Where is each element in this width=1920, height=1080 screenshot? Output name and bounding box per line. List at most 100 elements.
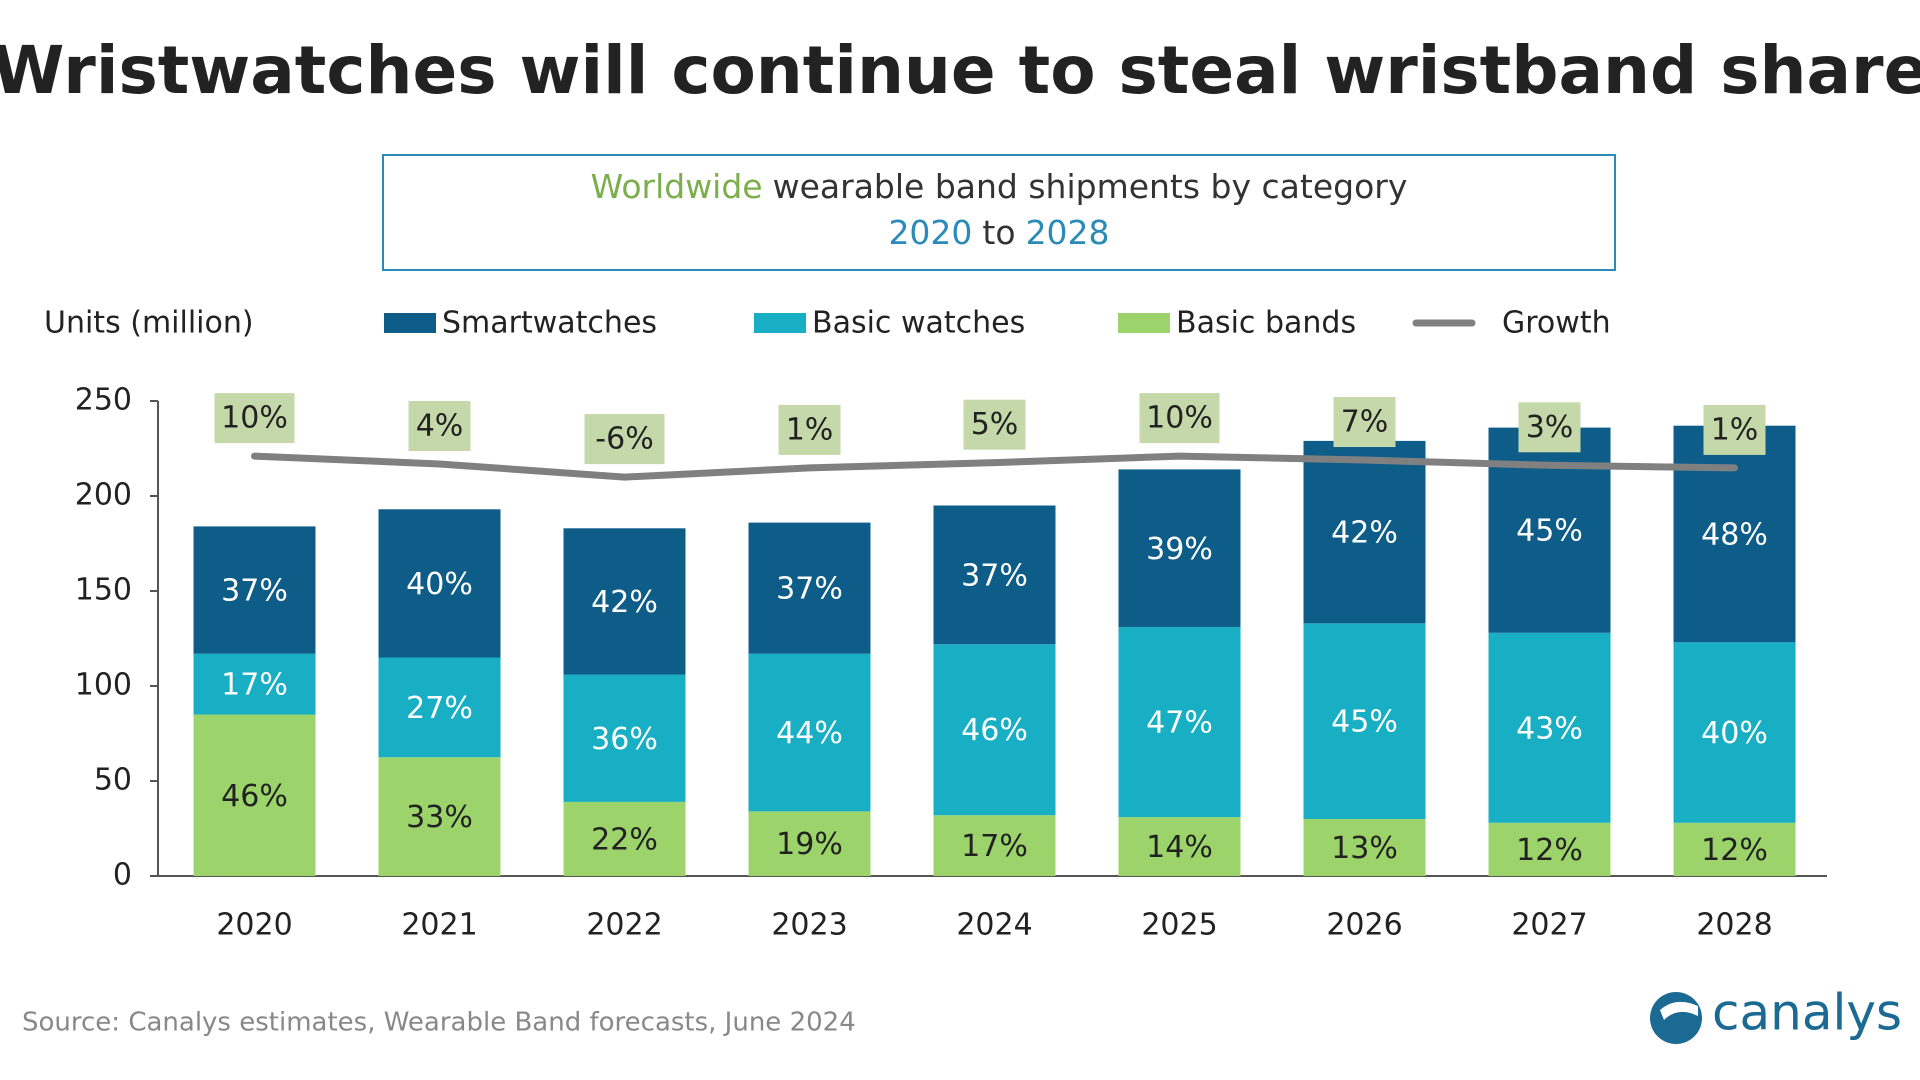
segment-label: 13% [1331, 831, 1398, 866]
growth-label: 4% [416, 408, 464, 443]
growth-label-box [1333, 397, 1396, 448]
x-tick-label: 2028 [1696, 908, 1772, 943]
segment-label: 37% [961, 558, 1028, 593]
subtitle-part: 2020 [888, 213, 972, 252]
bar-segment [1303, 440, 1426, 624]
bar-segment [193, 714, 316, 876]
subtitle-part: to [982, 213, 1015, 252]
growth-label: 7% [1341, 405, 1389, 440]
logo-icon [1660, 1001, 1698, 1020]
bar-segment [563, 801, 686, 876]
bar-segment [563, 674, 686, 802]
segment-label: 42% [591, 585, 658, 620]
bar-segment [933, 505, 1056, 645]
bar-segment [378, 657, 501, 758]
bar-segment [1488, 822, 1611, 876]
x-tick-label: 2021 [401, 908, 477, 943]
bar-segment [1673, 642, 1796, 823]
growth-line [251, 452, 1738, 481]
segment-label: 44% [776, 716, 843, 751]
brand-logo: canalys [1650, 984, 1902, 1044]
segment-label: 46% [221, 779, 288, 814]
segment-label: 17% [221, 668, 288, 703]
x-tick-label: 2026 [1326, 908, 1402, 943]
growth-label: 10% [221, 401, 288, 436]
segment-label: 42% [1331, 516, 1398, 551]
y-tick-label: 100 [75, 668, 132, 703]
growth-label-box [963, 399, 1026, 450]
growth-label: 3% [1526, 410, 1574, 445]
growth-label: 1% [786, 412, 834, 447]
segment-label: 27% [406, 691, 473, 726]
segment-label: 17% [961, 829, 1028, 864]
x-tick-label: 2024 [956, 908, 1032, 943]
bar-segment [748, 653, 871, 812]
growth-label-box [584, 414, 665, 465]
growth-label-box [1703, 404, 1766, 455]
subtitle-box [382, 154, 1616, 271]
subtitle-part: 2028 [1026, 213, 1110, 252]
segment-label: 45% [1516, 514, 1583, 549]
segment-label: 22% [591, 822, 658, 857]
growth-label-box [1139, 393, 1220, 444]
legend-label: Growth [1502, 306, 1611, 341]
bar-segment [1303, 623, 1426, 819]
bar-segment [748, 522, 871, 654]
segment-label: 43% [1516, 711, 1583, 746]
segment-label: 45% [1331, 705, 1398, 740]
bar-segment [563, 528, 686, 675]
bar-segment [1118, 817, 1241, 876]
legend-swatch [384, 313, 436, 333]
legend-swatch [754, 313, 806, 333]
bar-segment [378, 509, 501, 658]
chart-title: Wristwatches will continue to steal wris… [0, 32, 1920, 109]
legend-label: Basic watches [812, 306, 1025, 341]
segment-label: 37% [776, 572, 843, 607]
bar-segment [748, 811, 871, 876]
y-tick-label: 250 [75, 383, 132, 418]
y-tick-label: 50 [94, 763, 132, 798]
x-tick-label: 2027 [1511, 908, 1587, 943]
subtitle: 2020 to 2028 [888, 213, 1109, 252]
growth-label: 5% [971, 407, 1019, 442]
bar-segment [1118, 627, 1241, 818]
segment-label: 12% [1701, 833, 1768, 868]
growth-label-box [408, 400, 471, 451]
bar-segment [1118, 469, 1241, 628]
subtitle: Worldwide wearable band shipments by cate… [591, 167, 1408, 206]
legend-label: Basic bands [1176, 306, 1356, 341]
bar-segment [1673, 425, 1796, 643]
bar-segment [193, 526, 316, 654]
bar-segment [933, 644, 1056, 816]
subtitle-part: wearable band shipments by category [773, 167, 1408, 206]
bar-segment [378, 757, 501, 876]
growth-label: 10% [1146, 401, 1213, 436]
y-axis-label: Units (million) [44, 306, 254, 341]
growth-label: 1% [1711, 412, 1759, 447]
logo-icon [1650, 992, 1702, 1044]
segment-label: 39% [1146, 532, 1213, 567]
x-tick-label: 2025 [1141, 908, 1217, 943]
y-tick-label: 150 [75, 573, 132, 608]
x-tick-label: 2020 [216, 908, 292, 943]
bar-segment [193, 653, 316, 715]
segment-label: 46% [961, 713, 1028, 748]
segment-label: 40% [406, 567, 473, 602]
source: Source: Canalys estimates, Wearable Band… [22, 1008, 856, 1038]
segment-label: 48% [1701, 518, 1768, 553]
y-tick-label: 200 [75, 478, 132, 513]
segment-label: 19% [776, 827, 843, 862]
segment-label: 40% [1701, 716, 1768, 751]
brand: canalys [1712, 984, 1902, 1042]
growth-label-box [778, 404, 841, 455]
segment-label: 36% [591, 722, 658, 757]
segment-label: 33% [406, 800, 473, 835]
bar-segment [933, 815, 1056, 876]
y-tick-label: 0 [113, 858, 132, 893]
growth-label-box [1518, 402, 1581, 453]
segment-label: 37% [221, 574, 288, 609]
segment-label: 14% [1146, 830, 1213, 865]
subtitle-part: Worldwide [591, 167, 763, 206]
